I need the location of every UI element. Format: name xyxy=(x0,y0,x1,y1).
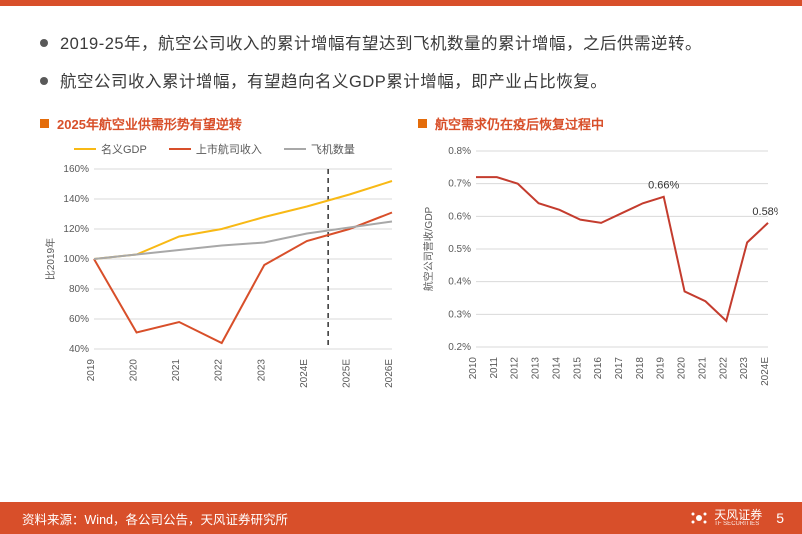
svg-text:100%: 100% xyxy=(63,254,89,265)
svg-text:40%: 40% xyxy=(69,344,89,355)
chart-right-svg: 0.2% 0.3% 0.4% 0.5% 0.6% 0.7% 0.8% 2010 2011 2012… xyxy=(418,141,778,391)
title-square-icon xyxy=(418,119,427,128)
svg-text:2022: 2022 xyxy=(718,357,729,380)
logo-subtext: TF SECURITIES xyxy=(714,521,762,527)
svg-text:航空公司营收/GDP: 航空公司营收/GDP xyxy=(422,207,435,292)
legend-label: 上市航司收入 xyxy=(196,141,262,157)
svg-text:2024E: 2024E xyxy=(760,357,771,386)
chart-left: 2025年航空业供需形势有望逆转 名义GDP 上市航司收入 飞机数量 40% 60… xyxy=(40,114,400,393)
svg-text:2025E: 2025E xyxy=(341,359,352,388)
svg-text:0.3%: 0.3% xyxy=(448,309,471,320)
charts-row: 2025年航空业供需形势有望逆转 名义GDP 上市航司收入 飞机数量 40% 60… xyxy=(40,114,762,393)
svg-text:2020: 2020 xyxy=(677,357,688,380)
svg-text:2024E: 2024E xyxy=(299,359,310,388)
logo-icon xyxy=(690,509,708,527)
logo-text: 天风证券 xyxy=(714,509,762,521)
bullet-item: 航空公司收入累计增幅，有望趋向名义GDP累计增幅，即产业占比恢复。 xyxy=(40,68,762,96)
svg-text:60%: 60% xyxy=(69,314,89,325)
legend-label: 飞机数量 xyxy=(311,141,355,157)
content-area: 2019-25年，航空公司收入的累计增幅有望达到飞机数量的累计增幅，之后供需逆转… xyxy=(0,6,802,393)
svg-text:0.58%: 0.58% xyxy=(752,206,778,218)
title-square-icon xyxy=(40,119,49,128)
svg-text:160%: 160% xyxy=(63,164,89,175)
chart-right: 航空需求仍在疫后恢复过程中 0.2%0.3%0.4%0.5%0.6%0.7%0.… xyxy=(418,114,778,393)
svg-text:2023: 2023 xyxy=(256,359,267,382)
svg-text:2015: 2015 xyxy=(572,357,583,380)
footer-source: 资料来源：Wind，各公司公告，天风证券研究所 xyxy=(22,509,288,528)
svg-text:2020: 2020 xyxy=(129,359,140,382)
svg-text:2023: 2023 xyxy=(739,357,750,380)
bullet-item: 2019-25年，航空公司收入的累计增幅有望达到飞机数量的累计增幅，之后供需逆转… xyxy=(40,30,762,58)
legend-swatch xyxy=(74,148,96,151)
svg-text:120%: 120% xyxy=(63,224,89,235)
legend-item: 飞机数量 xyxy=(284,141,355,157)
svg-text:2026E: 2026E xyxy=(384,359,395,388)
svg-text:2019: 2019 xyxy=(656,357,667,380)
page-number: 5 xyxy=(776,510,784,526)
svg-text:2021: 2021 xyxy=(697,357,708,380)
svg-text:2012: 2012 xyxy=(510,357,521,380)
svg-text:140%: 140% xyxy=(63,194,89,205)
svg-text:2014: 2014 xyxy=(551,357,562,380)
chart-left-title: 2025年航空业供需形势有望逆转 xyxy=(57,114,242,133)
svg-text:2017: 2017 xyxy=(614,357,625,380)
svg-text:2021: 2021 xyxy=(171,359,182,382)
legend-item: 名义GDP xyxy=(74,141,147,157)
svg-text:0.2%: 0.2% xyxy=(448,342,471,353)
svg-text:80%: 80% xyxy=(69,284,89,295)
svg-text:0.4%: 0.4% xyxy=(448,277,471,288)
svg-text:2018: 2018 xyxy=(635,357,646,380)
chart-left-legend: 名义GDP 上市航司收入 飞机数量 xyxy=(74,141,400,157)
bullet-dot-icon xyxy=(40,39,48,47)
svg-text:2011: 2011 xyxy=(489,357,500,379)
svg-text:2016: 2016 xyxy=(593,357,604,380)
legend-swatch xyxy=(169,148,191,151)
svg-text:0.5%: 0.5% xyxy=(448,244,471,255)
svg-text:0.7%: 0.7% xyxy=(448,179,471,190)
footer-bar: 资料来源：Wind，各公司公告，天风证券研究所 天风证券 TF SECURITI… xyxy=(0,502,802,534)
svg-text:2022: 2022 xyxy=(214,359,225,382)
svg-text:2010: 2010 xyxy=(468,357,479,380)
brand-logo: 天风证券 TF SECURITIES xyxy=(690,509,762,527)
footer-right: 天风证券 TF SECURITIES 5 xyxy=(690,509,784,527)
chart-title-row: 2025年航空业供需形势有望逆转 xyxy=(40,114,400,133)
bullet-text: 2019-25年，航空公司收入的累计增幅有望达到飞机数量的累计增幅，之后供需逆转… xyxy=(60,30,702,58)
svg-text:0.6%: 0.6% xyxy=(448,211,471,222)
legend-swatch xyxy=(284,148,306,151)
bullet-dot-icon xyxy=(40,77,48,85)
svg-text:2013: 2013 xyxy=(531,357,542,380)
chart-right-title: 航空需求仍在疫后恢复过程中 xyxy=(435,114,604,133)
svg-text:0.66%: 0.66% xyxy=(648,180,679,192)
bullet-text: 航空公司收入累计增幅，有望趋向名义GDP累计增幅，即产业占比恢复。 xyxy=(60,68,607,96)
svg-text:2019: 2019 xyxy=(86,359,97,382)
chart-left-svg: 40% 60% 80% 100% 120% 140% 160% 2019 2020 2021 202… xyxy=(40,163,400,393)
legend-item: 上市航司收入 xyxy=(169,141,262,157)
svg-text:比2019年: 比2019年 xyxy=(44,238,57,280)
legend-label: 名义GDP xyxy=(101,141,147,157)
chart-title-row: 航空需求仍在疫后恢复过程中 xyxy=(418,114,778,133)
svg-text:0.8%: 0.8% xyxy=(448,146,471,157)
bullet-list: 2019-25年，航空公司收入的累计增幅有望达到飞机数量的累计增幅，之后供需逆转… xyxy=(40,30,762,96)
